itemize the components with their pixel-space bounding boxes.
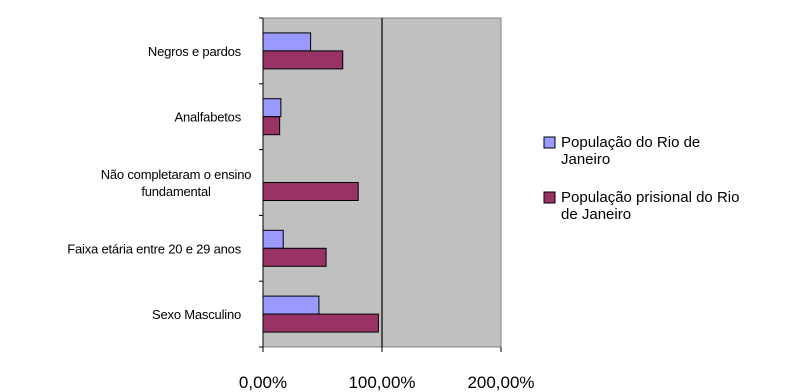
category-label: Negros e pardos xyxy=(148,44,242,59)
legend-label-1: População prisional do Rio de Janeiro xyxy=(561,189,739,223)
bar-populacao-1 xyxy=(262,98,282,118)
x-tick-label: 0,00% xyxy=(239,373,287,392)
bar-prisional-1 xyxy=(262,116,281,136)
category-label: Analfabetos xyxy=(175,110,242,125)
category-label-line: fundamental xyxy=(141,184,211,199)
x-tick-label: 200,00% xyxy=(467,373,534,392)
x-tick-label: 100,00% xyxy=(348,373,415,392)
legend-label-line: População prisional do Rio xyxy=(561,189,739,206)
bar-prisional-4 xyxy=(262,313,379,333)
category-label: Faixa etária entre 20 e 29 anos xyxy=(67,241,241,256)
legend-swatch-0 xyxy=(543,136,556,149)
legend: População do Rio de Janeiro População pris… xyxy=(533,118,792,249)
bar-prisional-2 xyxy=(262,182,359,201)
legend-swatch-1 xyxy=(543,191,556,204)
legend-label-line: Janeiro xyxy=(561,151,610,168)
category-label-line: Não completaram o ensino xyxy=(101,167,252,182)
bars-group xyxy=(262,32,379,333)
legend-label-line: População do Rio de xyxy=(561,134,700,151)
category-label-line: Analfabetos xyxy=(175,110,242,125)
category-label-line: Sexo Masculino xyxy=(152,307,241,322)
legend-label-line: de Janeiro xyxy=(561,206,631,223)
legend-box xyxy=(533,118,792,249)
bar-prisional-3 xyxy=(262,247,327,267)
category-label-line: Faixa etária entre 20 e 29 anos xyxy=(67,241,241,256)
bar-populacao-0 xyxy=(262,32,312,52)
category-label-line: Negros e pardos xyxy=(148,44,242,59)
y-axis-ticks xyxy=(259,17,263,348)
bar-populacao-3 xyxy=(262,229,284,249)
x-axis-ticks: 0,00% 100,00% 200,00% xyxy=(239,347,535,392)
bar-prisional-0 xyxy=(262,50,344,70)
legend-label-0: População do Rio de Janeiro xyxy=(561,134,700,168)
category-label: Não completaram o ensino fundamental xyxy=(101,167,252,199)
category-labels: Negros e pardos Analfabetos Não completara… xyxy=(67,44,251,322)
bar-populacao-4 xyxy=(262,295,320,315)
category-label: Sexo Masculino xyxy=(152,307,241,322)
